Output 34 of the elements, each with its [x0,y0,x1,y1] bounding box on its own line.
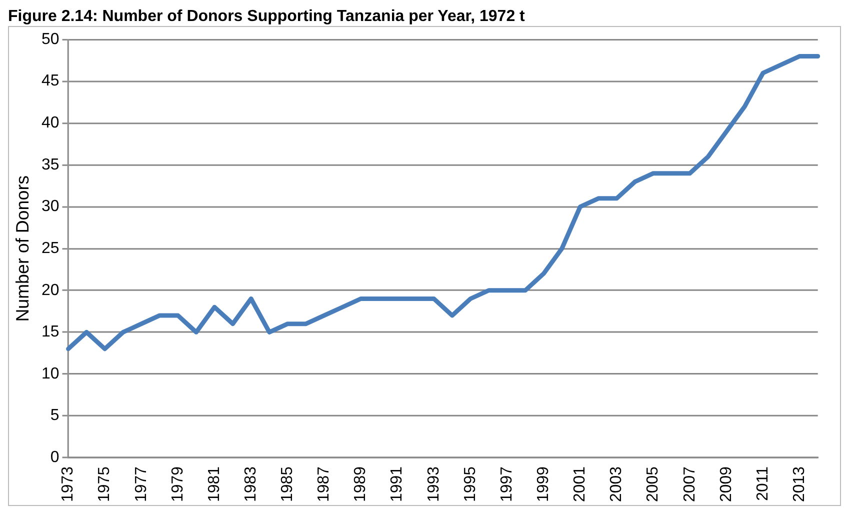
y-axis-title: Number of Donors [12,175,33,322]
y-tick-label: 25 [42,240,60,257]
x-tick-label: 2003 [608,466,626,502]
x-tick-label: 1989 [352,466,370,502]
x-tick-label: 1985 [279,466,296,502]
x-tick-label: 1991 [388,466,406,502]
x-tick-label: 1999 [534,466,552,502]
x-tick-label: 1981 [206,466,223,502]
x-tick-label: 2007 [681,466,698,502]
x-tick-label: 1995 [462,466,479,502]
x-tick-label: 1983 [242,466,260,502]
x-tick-label: 1973 [60,466,77,502]
y-tick-label: 40 [42,114,60,132]
y-tick-label: 45 [42,72,60,90]
x-tick-label: 1975 [96,466,114,502]
chart-title: Figure 2.14: Number of Donors Supporting Tanzania per Year, 1972 t [8,8,526,26]
x-tick-label: 2011 [754,466,772,501]
y-tick-label: 35 [42,156,60,174]
y-tick-label: 30 [42,198,60,216]
x-tick-label: 2001 [572,466,589,502]
x-tick-label: 2005 [644,466,662,502]
x-tick-label: 2009 [718,466,735,502]
x-tick-label: 1987 [316,466,333,502]
y-tick-label: 0 [50,449,60,466]
y-tick-label: 10 [42,365,60,382]
x-tick-label: 1997 [498,466,516,502]
x-tick-label: 1979 [169,466,186,502]
x-tick-label: 1993 [425,466,442,502]
x-tick-label: 1977 [132,466,150,502]
y-tick-label: 20 [42,282,60,299]
y-tick-label: 5 [50,407,60,424]
y-tick-label: 50 [42,30,60,48]
y-tick-label: 15 [42,324,60,341]
x-tick-label: 2013 [790,466,808,502]
